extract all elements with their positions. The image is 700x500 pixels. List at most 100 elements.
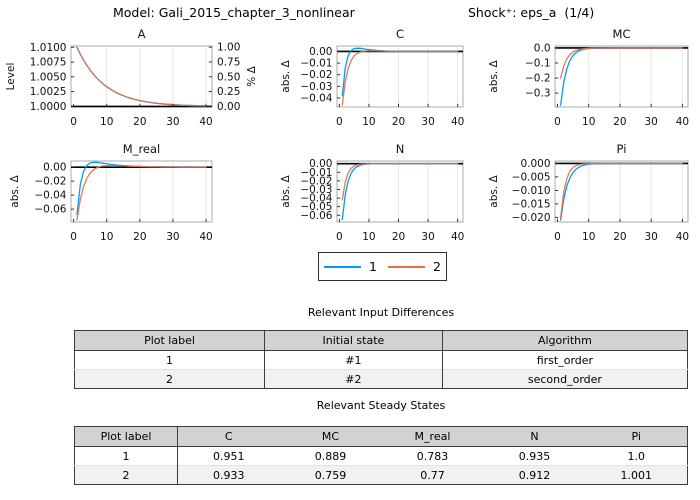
table-cell: #1 bbox=[264, 350, 443, 370]
y-tick-label: −0.05 bbox=[300, 201, 332, 213]
table-row: 1 0.951 0.889 0.783 0.935 1.0 bbox=[74, 446, 688, 466]
table-caption-input-differences: Relevant Input Differences bbox=[307, 306, 455, 319]
table-caption-steady-states: Relevant Steady States bbox=[316, 399, 446, 412]
y-tick-label: 1.0050 bbox=[30, 71, 67, 83]
x-tick-label: 40 bbox=[676, 231, 689, 243]
right-y-tick-label: 0.25 bbox=[217, 86, 240, 98]
subplot-MC: 0 10 20 30 40 0.0 −0.1 −0.2 −0.3 MC abs. Δ bbox=[467, 25, 700, 140]
x-tick-label: 0 bbox=[70, 231, 77, 243]
x-tick-label: 40 bbox=[199, 116, 212, 128]
table-cell: 0.935 bbox=[518, 449, 551, 463]
series-2-line bbox=[76, 164, 207, 221]
table-cell: 0.933 bbox=[177, 465, 280, 485]
x-tick-label: 30 bbox=[421, 116, 434, 128]
y-tick-label: −0.06 bbox=[34, 204, 66, 216]
table-row: 1 #1 first_order bbox=[74, 350, 688, 370]
table-header-row: Plot label C MC M_real N Pi bbox=[74, 426, 688, 447]
model-title: Model: Gali_2015_chapter_3_nonlinear bbox=[113, 5, 355, 20]
y-tick-label: −0.04 bbox=[300, 92, 332, 104]
x-tick-label: 10 bbox=[582, 231, 595, 243]
table-cell: 1.001 bbox=[585, 465, 688, 485]
series-2-line bbox=[76, 46, 207, 107]
x-tick-label: 30 bbox=[166, 231, 179, 243]
y-axis-label: abs. Δ bbox=[488, 59, 500, 92]
right-y-tick-label: 0.75 bbox=[217, 56, 240, 68]
y-tick-label: 1.0075 bbox=[30, 57, 67, 69]
y-tick-label: 0.000 bbox=[520, 158, 550, 170]
table-cell: 0.783 bbox=[416, 449, 449, 463]
x-tick-label: 0 bbox=[336, 116, 343, 128]
x-tick-label: 0 bbox=[336, 231, 343, 243]
table-cell: 1.0 bbox=[627, 449, 645, 463]
y-tick-label: −0.01 bbox=[300, 167, 332, 179]
table-cell: 0.912 bbox=[483, 465, 586, 485]
plot-frame bbox=[336, 45, 464, 108]
plot-frame bbox=[554, 45, 689, 108]
y-tick-label: 0.00 bbox=[43, 162, 66, 174]
y-tick-label: −0.015 bbox=[512, 198, 551, 210]
x-tick-label: 0 bbox=[554, 231, 561, 243]
x-tick-label: 40 bbox=[676, 116, 689, 128]
y-tick-label: −0.02 bbox=[300, 69, 332, 81]
shock-title: Shock⁺: eps_a (1/4) bbox=[468, 5, 595, 20]
y-tick-label: −0.2 bbox=[525, 73, 551, 85]
x-tick-label: 20 bbox=[392, 116, 405, 128]
x-tick-label: 10 bbox=[362, 116, 375, 128]
column-header: Pi bbox=[585, 426, 688, 447]
x-tick-label: 10 bbox=[100, 116, 113, 128]
legend-label: 1 bbox=[369, 259, 377, 274]
x-tick-label: 0 bbox=[554, 116, 561, 128]
series-2-line bbox=[559, 162, 684, 219]
plot-title: MC bbox=[613, 27, 631, 41]
plot-title: M_real bbox=[123, 142, 160, 156]
subplot-A: 0 10 20 30 40 1.0000 1.0025 1.0050 1.0075 1.0100 0… bbox=[0, 25, 268, 140]
table-cell: first_order bbox=[536, 353, 594, 367]
x-tick-label: 40 bbox=[451, 231, 464, 243]
y-tick-label: −0.04 bbox=[300, 193, 332, 205]
plot-title: C bbox=[396, 27, 404, 41]
plot-title: Pi bbox=[617, 142, 627, 156]
x-tick-label: 10 bbox=[100, 231, 113, 243]
y-tick-label: −0.03 bbox=[300, 81, 332, 93]
y-tick-label: −0.010 bbox=[512, 185, 551, 197]
table-row: 2 #2 second_order bbox=[74, 369, 688, 389]
column-header: Initial state bbox=[264, 330, 443, 351]
y-tick-label: −0.02 bbox=[300, 175, 332, 187]
right-y-axis-label: % Δ bbox=[246, 65, 258, 86]
table-cell: 0.77 bbox=[381, 465, 484, 485]
y-axis-label: abs. Δ bbox=[280, 59, 292, 92]
x-tick-label: 30 bbox=[166, 116, 179, 128]
table-cell: second_order bbox=[442, 369, 688, 389]
table-cell: 2 bbox=[74, 465, 178, 485]
table-cell: #2 bbox=[264, 369, 443, 389]
column-header: Plot label bbox=[74, 330, 266, 351]
plot-frame bbox=[336, 160, 464, 223]
series-2-line bbox=[341, 163, 459, 201]
legend-item: 2 bbox=[388, 259, 441, 274]
y-tick-label: −0.005 bbox=[512, 171, 551, 183]
plot-title: A bbox=[138, 27, 146, 41]
x-tick-label: 20 bbox=[613, 116, 626, 128]
right-y-tick-label: 1.00 bbox=[217, 42, 240, 54]
y-axis-label: abs. Δ bbox=[9, 174, 21, 207]
legend-line-swatch bbox=[324, 265, 362, 268]
y-axis-label: abs. Δ bbox=[280, 174, 292, 207]
table-row: 2 0.933 0.759 0.77 0.912 1.001 bbox=[74, 465, 688, 485]
plot-frame bbox=[70, 160, 213, 223]
steady-states-table: Plot label C MC M_real N Pi 1 0.951 0.889 0.783 0.… bbox=[74, 426, 688, 485]
table-cell: 0.759 bbox=[279, 465, 382, 485]
x-tick-label: 0 bbox=[70, 116, 77, 128]
y-tick-label: 1.0000 bbox=[30, 101, 67, 113]
x-tick-label: 20 bbox=[392, 231, 405, 243]
y-tick-label: −0.02 bbox=[34, 176, 66, 188]
column-header: Algorithm bbox=[442, 330, 688, 351]
y-tick-label: −0.1 bbox=[525, 58, 551, 70]
x-tick-label: 20 bbox=[133, 116, 146, 128]
y-tick-label: −0.03 bbox=[300, 184, 332, 196]
table-cell: 0.889 bbox=[314, 449, 347, 463]
y-tick-label: 0.00 bbox=[309, 158, 332, 170]
subplot-Pi: 0 10 20 30 40 0.000 −0.005 −0.010 −0.015 −0.020 Pi… bbox=[467, 140, 700, 255]
legend-label: 2 bbox=[433, 259, 441, 274]
